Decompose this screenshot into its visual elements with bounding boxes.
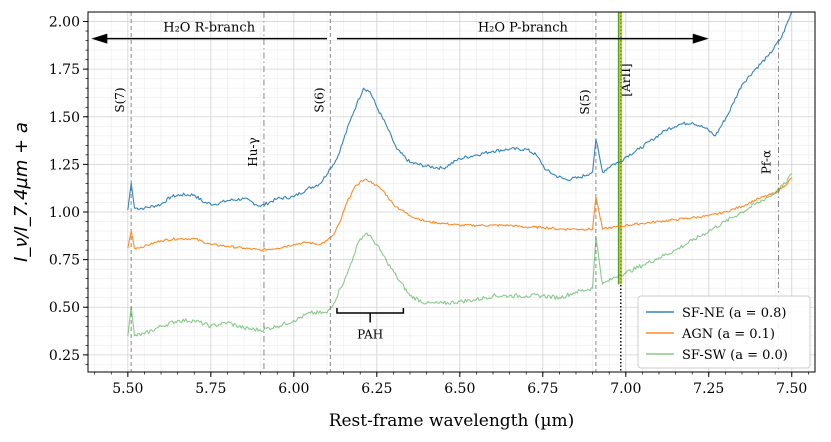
y-tick-label: 1.25 <box>49 157 80 173</box>
axes: 5.50 5.75 6.00 6.25 6.50 6.75 7.00 7.25 7.50 0.25… <box>11 15 809 431</box>
y-tick-label: 0.75 <box>49 253 80 269</box>
legend: SF-NE (a = 0.8) AGN (a = 0.1) SF-SW (a = 0… <box>637 295 811 369</box>
y-tick-label: 1.50 <box>49 110 80 126</box>
legend-entry: SF-SW (a = 0.0) <box>682 348 788 363</box>
y-tick-label: 2.00 <box>49 15 80 31</box>
x-tick-label: 5.50 <box>112 381 143 397</box>
arii-band-fill <box>618 12 623 285</box>
x-axis-label: Rest-frame wavelength (µm) <box>329 411 575 431</box>
vline-label: Hu-γ <box>246 137 260 166</box>
vline-label: [ArII] <box>619 63 633 96</box>
branch-arrow-head <box>692 33 709 44</box>
x-tick-label: 6.25 <box>361 381 392 397</box>
y-tick-label: 0.50 <box>49 300 80 316</box>
branch-arrow-head <box>91 33 108 44</box>
x-tick-label: 7.50 <box>776 381 807 397</box>
x-tick-label: 7.25 <box>693 381 724 397</box>
legend-entry: AGN (a = 0.1) <box>681 327 775 342</box>
x-tick-label: 6.00 <box>278 381 309 397</box>
legend-entry: SF-NE (a = 0.8) <box>682 306 786 321</box>
branch-annotations: H₂O R-branch H₂O P-branch <box>91 21 709 44</box>
x-tick-label: 5.75 <box>195 381 226 397</box>
y-axis-label: I_ν/I_7.4µm + a <box>11 122 32 262</box>
arii-line-band <box>617 12 623 285</box>
vline-label: S(7) <box>113 87 127 112</box>
vline-label: S(6) <box>312 87 326 112</box>
plot-frame <box>87 11 816 373</box>
x-tick-label: 6.50 <box>444 381 475 397</box>
series-line <box>127 173 792 337</box>
series-line <box>127 177 793 252</box>
vline-label: S(5) <box>578 89 592 114</box>
pah-annotation: PAH <box>336 307 405 341</box>
branch-label: H₂O R-branch <box>163 21 255 36</box>
series-line <box>127 11 793 211</box>
branch-label: H₂O P-branch <box>478 21 569 36</box>
y-tick-label: 0.25 <box>49 348 80 364</box>
y-tick-label: 1.75 <box>49 62 80 78</box>
y-tick-label: 1.00 <box>49 205 80 221</box>
vline-label: Pf-α <box>759 150 773 174</box>
x-tick-label: 6.75 <box>527 381 558 397</box>
pah-label: PAH <box>357 327 383 341</box>
x-tick-label: 7.00 <box>610 381 641 397</box>
series-group <box>127 11 793 337</box>
legend-box <box>637 295 811 369</box>
